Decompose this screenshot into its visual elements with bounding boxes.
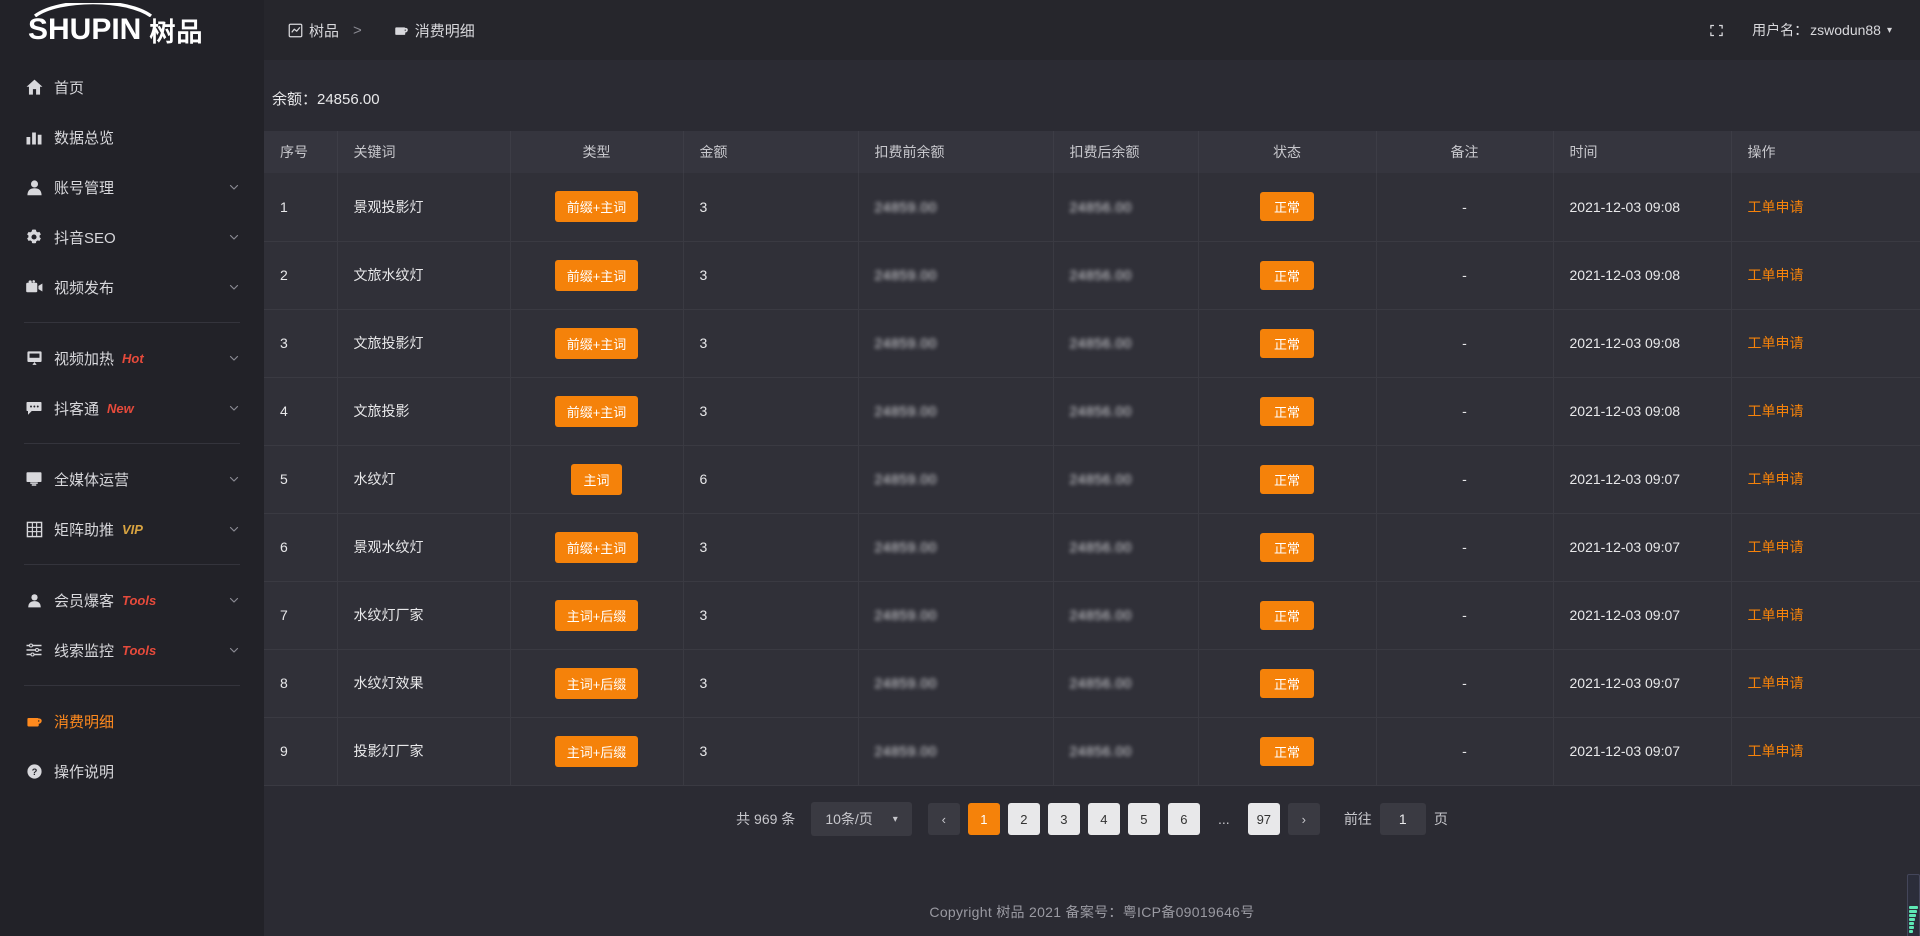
svg-text:?: ? — [31, 767, 37, 777]
